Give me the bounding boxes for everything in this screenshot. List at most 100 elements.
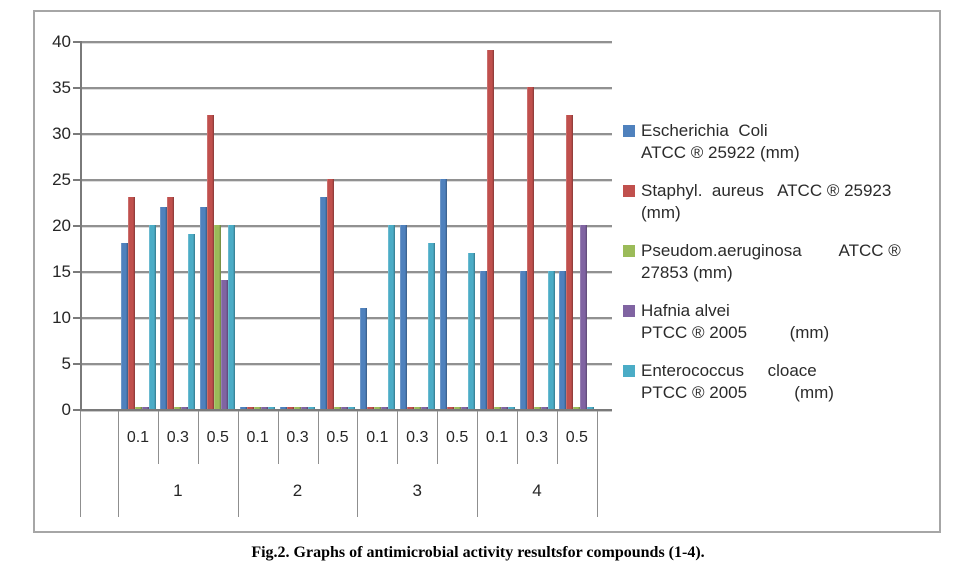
bar-series3-compound1-conc0.3 — [174, 407, 182, 409]
y-tick-label-5: 5 — [61, 354, 71, 373]
bar-series1-compound4-conc0.3 — [519, 271, 527, 409]
y-tick-label-30: 30 — [52, 124, 71, 143]
x-axis-conc-label: 0.1 — [126, 428, 150, 446]
gridline-35 — [80, 87, 612, 89]
bar-series2-compound2-conc0.3 — [287, 407, 295, 409]
bar-series5-compound1-conc0.3 — [188, 234, 196, 409]
figure-caption: Fig.2. Graphs of antimicrobial activity … — [251, 544, 705, 561]
y-axis-tick-5 — [73, 363, 80, 365]
x-axis-conc-label: 0.5 — [326, 428, 349, 446]
bar-series1-compound2-conc0.1 — [240, 407, 248, 409]
x-axis-conc-divider — [157, 411, 159, 464]
gridline-5 — [80, 363, 612, 365]
legend-entry-label: Hafnia alvei PTCC ® 2005 (mm) — [641, 301, 830, 342]
x-axis-conc-label: 0.5 — [206, 428, 229, 446]
x-axis-compound-divider — [237, 411, 239, 517]
x-axis-conc-label: 0.1 — [366, 428, 389, 446]
bar-series4-compound2-conc0.1 — [261, 407, 269, 409]
legend-entry-series5: Enterococcus cloace PTCC ® 2005 (mm) — [623, 360, 945, 404]
figure-frame: 0 5 10 15 20 25 30 35 40 0.1 0.3 0.5 1 0.1 0.3 0.5 2 0.1 0… — [33, 10, 941, 533]
legend-swatch-icon — [623, 245, 635, 257]
y-tick-label-10: 10 — [52, 308, 71, 327]
legend-entry-series2: Staphyl. aureus ATCC ® 25923 (mm) — [623, 180, 945, 224]
legend-swatch-icon — [623, 305, 635, 317]
y-axis-tick-35 — [73, 87, 80, 89]
legend-swatch-icon — [623, 365, 635, 377]
bar-series5-compound3-conc0.5 — [467, 252, 475, 409]
bar-series4-compound4-conc0.3 — [540, 407, 548, 409]
bar-series5-compound2-conc0.3 — [308, 407, 316, 409]
bar-series3-compound3-conc0.3 — [413, 407, 421, 409]
legend-swatch-icon — [623, 185, 635, 197]
x-axis-compound-label: 2 — [292, 480, 303, 500]
bar-series5-compound1-conc0.5 — [228, 225, 236, 409]
bar-series3-compound1-conc0.5 — [214, 225, 222, 409]
x-axis-conc-divider — [277, 411, 279, 464]
bar-series3-compound4-conc0.1 — [493, 407, 501, 409]
gridline-40 — [80, 41, 612, 43]
legend-entry-label: Enterococcus cloace PTCC ® 2005 (mm) — [641, 361, 834, 402]
bar-series3-compound2-conc0.3 — [294, 407, 302, 409]
bar-series4-compound4-conc0.5 — [580, 225, 588, 409]
x-axis-conc-label: 0.1 — [485, 428, 509, 446]
legend-entry-series4: Hafnia alvei PTCC ® 2005 (mm) — [623, 300, 945, 344]
x-axis-compound-divider — [477, 411, 479, 517]
legend-entry-label: Pseudom.aeruginosa ATCC ® 27853 (mm) — [641, 241, 901, 282]
bar-series3-compound4-conc0.5 — [573, 407, 581, 409]
x-axis-compound-divider — [357, 411, 359, 517]
bar-series5-compound2-conc0.1 — [268, 407, 276, 409]
y-axis-tick-30 — [73, 133, 80, 135]
y-tick-label-40: 40 — [52, 32, 71, 51]
bar-series3-compound1-conc0.1 — [134, 407, 142, 409]
x-axis-line — [80, 409, 612, 411]
x-axis-conc-divider — [437, 411, 439, 464]
bar-series5-compound4-conc0.3 — [547, 271, 555, 409]
bar-series5-compound3-conc0.3 — [427, 243, 435, 409]
bar-series1-compound4-conc0.1 — [479, 271, 487, 409]
bar-series2-compound3-conc0.5 — [446, 407, 454, 409]
legend-entry-label: Escherichia Coli ATCC ® 25922 (mm) — [641, 121, 800, 162]
bar-series5-compound4-conc0.5 — [587, 407, 595, 409]
bar-series4-compound3-conc0.5 — [460, 407, 468, 409]
bar-series4-compound3-conc0.3 — [420, 407, 428, 409]
y-axis-tick-10 — [73, 317, 80, 319]
bar-series4-compound1-conc0.3 — [181, 407, 189, 409]
bar-series1-compound2-conc0.3 — [280, 407, 288, 409]
bar-series3-compound3-conc0.5 — [453, 407, 461, 409]
bar-series4-compound2-conc0.3 — [301, 407, 309, 409]
y-axis-tick-15 — [73, 271, 80, 273]
gridline-30 — [80, 133, 612, 135]
gridline-20 — [80, 225, 612, 227]
bar-series5-compound1-conc0.1 — [148, 225, 156, 409]
bar-series3-compound4-conc0.3 — [533, 407, 541, 409]
x-axis-compound-divider — [596, 411, 598, 517]
bar-series1-compound4-conc0.5 — [559, 271, 567, 409]
bar-series1-compound3-conc0.1 — [359, 307, 367, 409]
legend-entry-series1: Escherichia Coli ATCC ® 25922 (mm) — [623, 120, 945, 164]
x-axis-compound-label: 3 — [412, 480, 422, 500]
y-axis-line — [80, 41, 82, 411]
legend-entry-label: Staphyl. aureus ATCC ® 25923 (mm) — [641, 181, 892, 222]
bar-series5-compound3-conc0.1 — [387, 225, 395, 409]
y-tick-label-35: 35 — [52, 78, 71, 97]
x-axis-compound-divider — [118, 411, 119, 517]
bar-series2-compound1-conc0.1 — [127, 197, 135, 409]
y-axis-tick-40 — [73, 41, 80, 43]
bar-series2-compound4-conc0.1 — [486, 50, 494, 409]
bar-series3-compound2-conc0.1 — [254, 407, 262, 409]
bar-series4-compound1-conc0.1 — [141, 407, 149, 409]
x-axis-conc-divider — [556, 411, 558, 464]
bar-series3-compound2-conc0.5 — [334, 407, 341, 409]
y-axis-tick-0 — [73, 409, 80, 411]
x-axis-conc-label: 0.3 — [525, 428, 549, 446]
bar-series1-compound1-conc0.5 — [200, 206, 208, 409]
bar-series4-compound1-conc0.5 — [221, 280, 229, 409]
bar-series5-compound4-conc0.1 — [507, 407, 515, 409]
bar-series2-compound1-conc0.5 — [207, 114, 215, 409]
bar-series1-compound1-conc0.1 — [120, 243, 128, 409]
x-axis-compound-label: 1 — [173, 480, 183, 500]
legend-swatch-icon — [623, 125, 635, 137]
gridline-10 — [80, 317, 612, 319]
bar-series1-compound2-conc0.5 — [320, 197, 327, 409]
